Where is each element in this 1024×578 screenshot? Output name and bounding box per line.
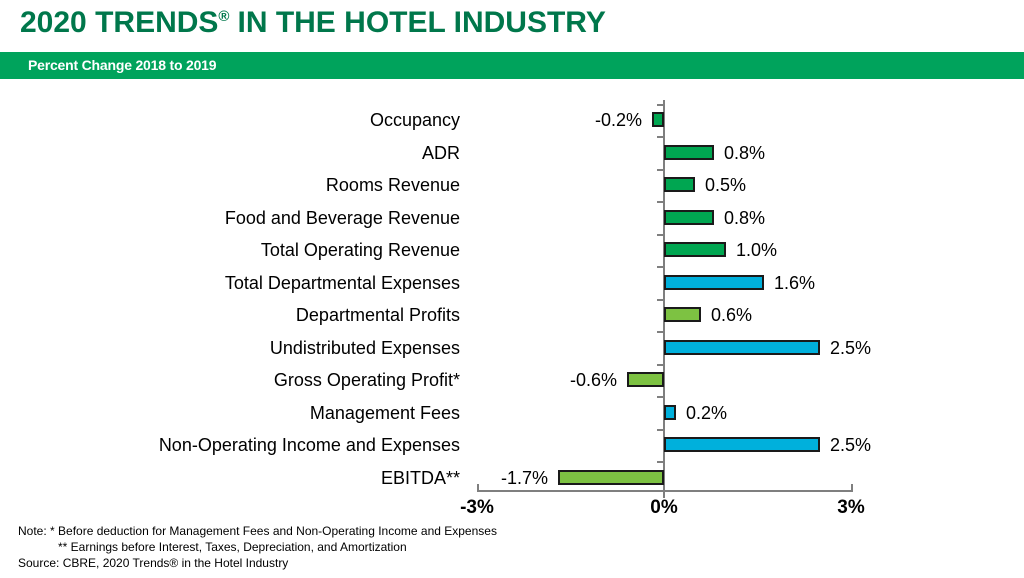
bar-food-and-beverage-revenue (664, 210, 714, 225)
category-label: Departmental Profits (295, 305, 460, 325)
value-label: 1.0% (736, 240, 778, 260)
category-label: Non-Operating Income and Expenses (158, 435, 460, 455)
y-axis-tick (657, 169, 663, 171)
bar-adr (664, 145, 714, 160)
category-label: ADR (421, 143, 460, 163)
bar-non-operating-income-and-expenses (664, 437, 820, 452)
x-axis-end-tick-right (851, 484, 853, 490)
bar-ebitda (558, 470, 664, 485)
x-axis-end-tick-left (477, 484, 479, 490)
chart-subtitle: Percent Change 2018 to 2019 (28, 57, 217, 73)
category-label: Total Departmental Expenses (224, 273, 460, 293)
x-axis-tick-label: -3% (460, 497, 494, 518)
value-label: -0.2% (594, 110, 642, 130)
bar-departmental-profits (664, 307, 701, 322)
bar-total-departmental-expenses (664, 275, 764, 290)
bar-chart: -3% 0% 3% Occupancy -0.2% ADR 0.8% Rooms Revenu… (0, 100, 1024, 520)
y-axis-tick (657, 461, 663, 463)
footnotes: Note: * Before deduction for Management … (18, 523, 497, 571)
category-label: Gross Operating Profit* (273, 370, 460, 390)
category-label: Occupancy (369, 110, 460, 130)
value-label: 0.5% (705, 175, 747, 195)
x-axis-tick-label: 3% (837, 497, 865, 518)
y-axis-line (663, 100, 665, 498)
x-axis-line (477, 490, 853, 492)
note-line-2: ** Earnings before Interest, Taxes, Depr… (58, 540, 407, 554)
value-label: -0.6% (569, 370, 617, 390)
title-text-main: 2020 TRENDS (20, 6, 219, 39)
subtitle-band: Percent Change 2018 to 2019 (0, 52, 1024, 79)
registered-trademark-icon: ® (218, 8, 230, 25)
x-axis-tick-label: 0% (650, 497, 678, 518)
page-title: 2020 TRENDS® IN THE HOTEL INDUSTRY (20, 6, 606, 40)
value-label: 0.8% (724, 143, 766, 163)
y-axis-tick (657, 364, 663, 366)
category-label: Food and Beverage Revenue (224, 208, 460, 228)
note-line-1: Note: * Before deduction for Management … (18, 524, 497, 538)
y-axis-tick (657, 234, 663, 236)
category-label: EBITDA** (380, 468, 460, 488)
value-label: 0.2% (686, 403, 728, 423)
category-label: Rooms Revenue (325, 175, 460, 195)
y-axis-tick (657, 429, 663, 431)
value-label: 0.6% (711, 305, 753, 325)
bar-total-operating-revenue (664, 242, 726, 257)
y-axis-tick (657, 266, 663, 268)
title-text-rest: IN THE HOTEL INDUSTRY (237, 6, 606, 39)
value-label: 0.8% (724, 208, 766, 228)
category-label: Total Operating Revenue (260, 240, 460, 260)
value-label: 2.5% (830, 435, 872, 455)
bar-undistributed-expenses (664, 340, 820, 355)
y-axis-tick (657, 396, 663, 398)
bar-rooms-revenue (664, 177, 695, 192)
bar-gross-operating-profit (627, 372, 664, 387)
source-line: Source: CBRE, 2020 Trends® in the Hotel … (18, 556, 289, 570)
y-axis-tick (657, 136, 663, 138)
y-axis-tick (657, 104, 663, 106)
y-axis-tick (657, 201, 663, 203)
value-label: 2.5% (830, 338, 872, 358)
category-label: Management Fees (309, 403, 460, 423)
category-label: Undistributed Expenses (269, 338, 460, 358)
y-axis-tick (657, 299, 663, 301)
y-axis-tick (657, 331, 663, 333)
bar-occupancy (652, 112, 664, 127)
bar-management-fees (664, 405, 676, 420)
value-label: 1.6% (774, 273, 816, 293)
value-label: -1.7% (500, 468, 548, 488)
